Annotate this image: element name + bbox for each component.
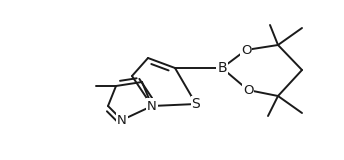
Text: N: N [147, 100, 157, 112]
Text: N: N [117, 113, 127, 127]
Text: S: S [192, 97, 200, 111]
Text: O: O [241, 44, 251, 56]
Text: B: B [217, 61, 227, 75]
Text: O: O [243, 84, 253, 96]
